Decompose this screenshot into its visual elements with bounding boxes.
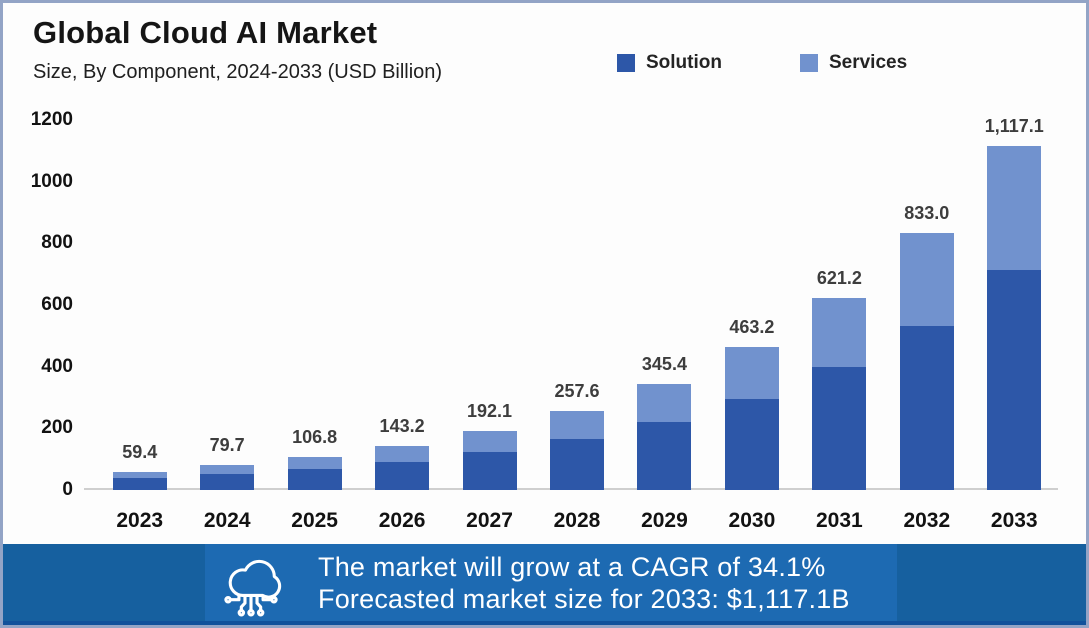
value-label-2030: 463.2 — [729, 317, 775, 338]
x-tick-2031: 2031 — [815, 509, 863, 532]
y-tick-0: 0 — [62, 479, 73, 500]
value-label-2031: 621.2 — [816, 268, 862, 289]
bar-2027-solution-segment — [462, 452, 517, 490]
value-label-2032: 833.0 — [904, 203, 950, 224]
y-tick-400: 400 — [41, 355, 73, 377]
y-tick-800: 800 — [41, 232, 73, 254]
value-label-2024: 79.7 — [209, 435, 245, 456]
value-label-2023: 59.4 — [122, 441, 158, 462]
stacked-bar-chart: 59.4 2023 79.7 2024 106.8 2025 143.2 2026 192.1 2… — [84, 116, 1058, 532]
bar-2028-services-segment — [549, 410, 604, 440]
bar-2032-solution-segment — [899, 325, 954, 490]
y-axis: 0 200 400 600 800 1000 1200 — [3, 3, 75, 625]
bar-2032 — [899, 233, 954, 490]
footer-text: The market will grow at a CAGR of 34.1% … — [318, 544, 850, 621]
y-tick-1000: 1000 — [30, 170, 73, 192]
bar-2029 — [637, 383, 692, 490]
footer-banner: The market will grow at a CAGR of 34.1% … — [3, 544, 1086, 625]
bar-group-2033: 1,117.1 2033 — [971, 116, 1058, 532]
legend-swatch-services-icon — [799, 54, 818, 72]
bar-group-2029: 345.4 2029 — [621, 120, 708, 532]
page-title: Global Cloud AI Market — [33, 15, 378, 50]
x-tick-2028: 2028 — [553, 509, 601, 532]
bar-2025 — [287, 457, 342, 490]
bar-group-2027: 192.1 2027 — [446, 120, 533, 532]
legend-label-solution: Solution — [646, 52, 722, 73]
x-tick-2029: 2029 — [641, 509, 688, 532]
cloud-network-icon — [224, 559, 282, 617]
x-tick-2023: 2023 — [116, 509, 164, 532]
footer-line1: The market will grow at a CAGR of 34.1% — [318, 551, 826, 582]
bar-2024-services-segment — [200, 465, 255, 475]
bar-2031 — [812, 298, 867, 490]
bar-2030-solution-segment — [724, 398, 779, 490]
bar-2023-solution-segment — [112, 478, 167, 490]
bar-2033-services-segment — [987, 145, 1042, 270]
bar-2026-solution-segment — [375, 461, 430, 490]
bar-2025-services-segment — [287, 457, 342, 469]
bar-2030-services-segment — [724, 347, 779, 399]
footer-line2: Forecasted market size for 2033: $1,117.… — [318, 583, 850, 614]
legend-item-solution: Solution — [617, 52, 722, 74]
bar-2028 — [549, 410, 604, 490]
bar-2030 — [724, 347, 779, 490]
chart-legend: Solution Services — [617, 52, 907, 74]
bar-2033-solution-segment — [987, 269, 1042, 490]
bar-2028-solution-segment — [549, 439, 604, 490]
legend-item-services: Services — [799, 52, 908, 74]
page-subtitle: Size, By Component, 2024-2033 (USD Billi… — [33, 61, 443, 83]
x-tick-2030: 2030 — [728, 509, 776, 532]
bar-group-2030: 463.2 2030 — [708, 120, 795, 532]
value-label-2025: 106.8 — [292, 427, 338, 448]
bar-2032-services-segment — [899, 233, 954, 326]
y-tick-600: 600 — [41, 294, 73, 315]
bar-group-2025: 106.8 2025 — [271, 120, 358, 532]
bar-2023-services-segment — [112, 471, 167, 479]
value-label-2029: 345.4 — [641, 353, 687, 374]
bar-2027-services-segment — [462, 430, 517, 453]
value-label-2026: 143.2 — [379, 415, 425, 436]
bar-group-2028: 257.6 2028 — [533, 120, 620, 532]
bar-2025-solution-segment — [287, 468, 342, 490]
bar-2029-solution-segment — [637, 421, 692, 490]
value-label-2028: 257.6 — [554, 380, 600, 401]
value-label-2027: 192.1 — [467, 400, 513, 421]
x-tick-2032: 2032 — [903, 509, 951, 532]
x-tick-2033: 2033 — [990, 509, 1038, 532]
footer-bottom-strip — [3, 621, 1086, 625]
bar-2026 — [375, 445, 430, 490]
legend-label-services: Services — [828, 52, 908, 73]
bar-2033 — [987, 145, 1042, 490]
legend-swatch-solution-icon — [617, 54, 635, 72]
bar-2023 — [112, 471, 167, 490]
bar-2027 — [462, 430, 517, 490]
bar-2031-services-segment — [812, 298, 867, 368]
footer-panel — [205, 544, 897, 621]
value-label-2033: 1,117.1 — [984, 115, 1044, 136]
y-tick-1200: 1200 — [30, 109, 73, 130]
bar-2031-solution-segment — [812, 367, 867, 490]
bar-2024-solution-segment — [200, 474, 255, 490]
bar-2026-services-segment — [375, 445, 430, 462]
x-tick-2024: 2024 — [203, 509, 251, 532]
x-tick-2026: 2026 — [378, 509, 426, 532]
x-tick-2025: 2025 — [291, 509, 338, 532]
bar-group-2023: 59.4 2023 — [96, 120, 183, 532]
bar-2024 — [200, 465, 255, 490]
bar-2029-services-segment — [637, 383, 692, 422]
bar-group-2032: 833.0 2032 — [883, 120, 970, 532]
x-tick-2027: 2027 — [466, 509, 513, 532]
bar-group-2026: 143.2 2026 — [358, 120, 445, 532]
bar-group-2031: 621.2 2031 — [796, 120, 883, 532]
y-tick-200: 200 — [41, 417, 73, 439]
bar-group-2024: 79.7 2024 — [183, 120, 270, 532]
